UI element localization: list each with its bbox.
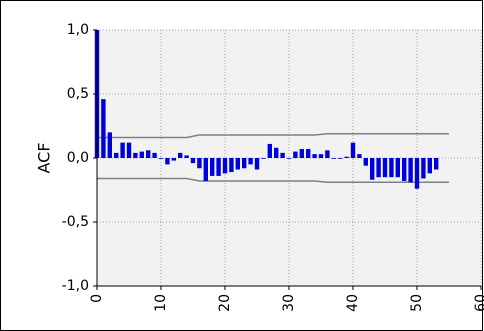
acf-bar — [165, 158, 170, 165]
x-tick-label: 10 — [153, 294, 169, 312]
acf-bar — [286, 158, 292, 159]
acf-bar — [261, 158, 266, 159]
y-tick-label: 0,5 — [67, 86, 89, 102]
acf-bar — [216, 158, 221, 176]
confidence-band-lower — [97, 177, 449, 184]
acf-bar — [357, 154, 362, 158]
x-tick-label: 40 — [345, 294, 361, 312]
acf-bar — [267, 143, 272, 158]
acf-bar — [222, 158, 228, 174]
acf-bar — [178, 152, 183, 158]
acf-bar — [101, 99, 106, 158]
acf-bar — [190, 158, 196, 164]
acf-bar — [197, 158, 202, 169]
x-tick-label: 30 — [281, 294, 297, 312]
x-axis-ticks: 0 10 20 30 40 50 60 — [89, 286, 484, 312]
x-tick-label: 0 — [89, 294, 105, 303]
acf-bar — [280, 152, 285, 158]
acf-bar — [235, 158, 240, 170]
acf-bar — [350, 142, 356, 158]
acf-bar — [306, 149, 311, 158]
x-tick-label: 50 — [409, 294, 425, 312]
acf-bar — [376, 158, 381, 178]
acf-bar — [126, 142, 132, 158]
acf-bar — [184, 155, 189, 158]
acf-bar — [274, 147, 279, 158]
y-tick-label: 1,0 — [67, 22, 89, 38]
acf-bar — [248, 158, 253, 165]
y-axis-ticks: 1,0 0,5 0,0 -0,5 -1,0 — [62, 22, 97, 294]
acf-bar — [325, 150, 330, 158]
acf-bar — [318, 154, 324, 158]
acf-bar — [171, 158, 176, 161]
acf-bar — [344, 156, 349, 158]
confidence-bands — [97, 132, 449, 184]
acf-bar — [338, 158, 343, 159]
acf-bar — [210, 158, 215, 176]
y-tick-label: -0,5 — [62, 214, 89, 230]
acf-bar — [427, 158, 432, 174]
acf-bar — [363, 158, 368, 166]
acf-bar — [229, 158, 234, 173]
acf-bar — [293, 151, 298, 158]
y-tick-label: 0,0 — [67, 150, 89, 166]
acf-bar — [414, 158, 420, 189]
x-tick-label: 20 — [217, 294, 233, 312]
acf-bar — [146, 150, 151, 158]
acf-bar — [152, 152, 157, 158]
acf-bar — [402, 158, 407, 182]
acf-bar — [421, 158, 426, 179]
acf-bar — [107, 132, 112, 158]
acf-bar — [158, 158, 164, 159]
confidence-band-upper — [97, 132, 449, 139]
acf-bar — [389, 158, 394, 178]
acf-bar — [133, 152, 138, 158]
acf-bar — [114, 152, 119, 158]
acf-bar — [299, 149, 304, 158]
acf-bar — [254, 158, 260, 170]
y-axis-label: ACF — [35, 142, 54, 173]
acf-bar — [242, 158, 247, 169]
acf-bar — [395, 158, 400, 178]
acf-bar — [434, 158, 439, 170]
acf-bar — [203, 158, 208, 182]
y-tick-label: -1,0 — [62, 278, 89, 294]
acf-bar — [408, 158, 413, 183]
acf-bar — [370, 158, 375, 180]
acf-bar — [382, 158, 388, 178]
x-tick-label: 60 — [473, 294, 484, 312]
acf-bar — [120, 142, 125, 158]
acf-bar — [312, 154, 317, 158]
acf-bar — [331, 158, 336, 159]
acf-bar — [139, 151, 144, 158]
